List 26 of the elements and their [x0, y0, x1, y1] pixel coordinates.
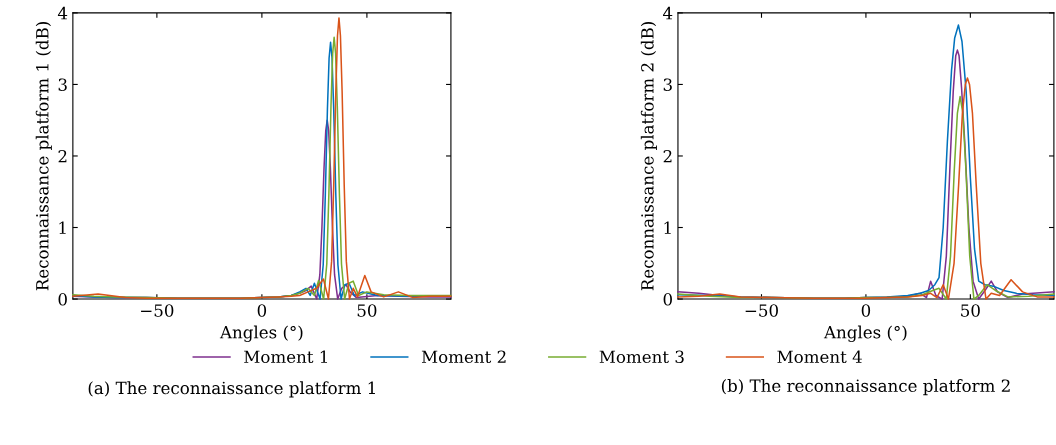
y-axis-title: Reconnaissance platform 1 (dB): [35, 22, 52, 291]
x-tick-label: 0: [861, 304, 871, 317]
y-axis-title: Reconnaissance platform 2 (dB): [640, 22, 657, 291]
y-tick-label: 0: [58, 293, 67, 306]
x-tick-label: −50: [745, 304, 778, 317]
y-tick-label: 1: [59, 221, 66, 234]
x-axis-title: Angles (°): [823, 325, 907, 342]
legend-label: Moment 1: [244, 350, 328, 364]
y-tick-label: 4: [663, 6, 673, 20]
legend-label: Moment 2: [421, 350, 506, 364]
x-axis-title: Angles (°): [219, 325, 303, 342]
x-tick-label: −50: [141, 304, 174, 317]
y-tick-label: 0: [663, 293, 672, 306]
y-tick-label: 1: [664, 221, 671, 234]
x-tick-label: 50: [961, 304, 980, 317]
text: (a) The reconnaissance platform 1: [88, 381, 375, 398]
y-tick-label: 3: [58, 78, 67, 92]
x-tick-label: 50: [357, 304, 377, 317]
y-tick-label: 4: [57, 6, 68, 20]
y-tick-label: 2: [663, 149, 672, 163]
legend-label: Moment 4: [777, 350, 862, 364]
y-tick-label: 3: [663, 78, 672, 92]
legend-label: Moment 3: [599, 350, 684, 364]
text: (b) The reconnaissance platform 2: [721, 379, 1010, 396]
y-tick-label: 2: [58, 149, 67, 163]
x-tick-label: 0: [257, 304, 267, 317]
